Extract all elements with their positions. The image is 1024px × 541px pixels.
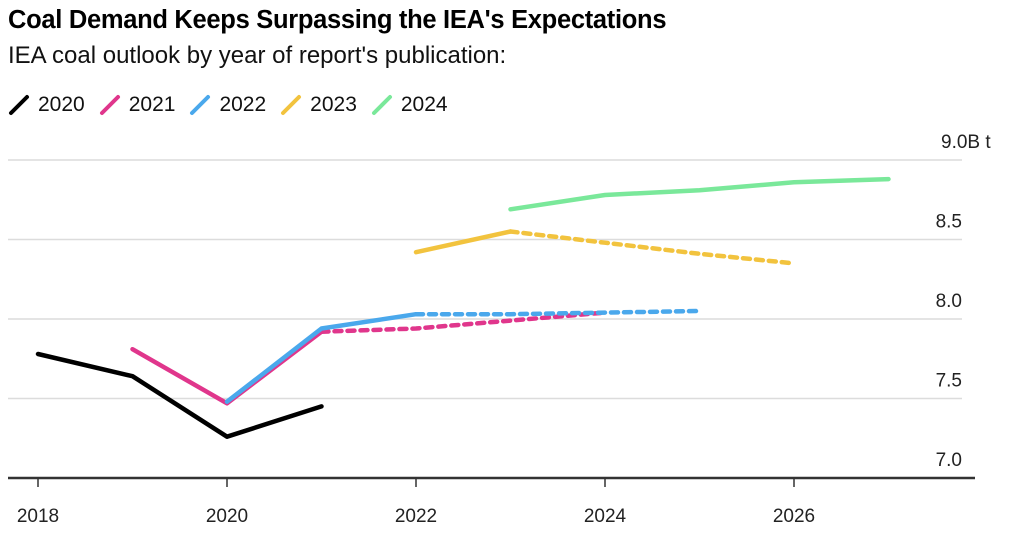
- legend-item-2024: 2024: [371, 93, 448, 117]
- x-tick-label: 2020: [206, 506, 248, 527]
- legend-swatch-2021: [99, 95, 120, 115]
- legend-swatch-2024: [371, 95, 392, 115]
- legend-label-2024: 2024: [400, 93, 448, 116]
- legend-label-2020: 2020: [38, 93, 85, 116]
- legend-label-2021: 2021: [128, 93, 176, 116]
- legend-label-2022: 2022: [219, 93, 267, 116]
- x-tick-label: 2022: [395, 506, 437, 527]
- legend-item-2021: 2021: [99, 93, 176, 117]
- series-2023-forecast-line: [508, 229, 797, 266]
- x-tick-label: 2026: [773, 506, 815, 527]
- legend-swatch-2023: [281, 95, 302, 115]
- legend: 2020 2021 2022 2023 2024: [8, 93, 462, 117]
- x-tick-label: 2024: [584, 506, 627, 527]
- series-2020-line: [35, 351, 324, 439]
- series-2022-line: [224, 311, 419, 404]
- legend-swatch-2022: [190, 95, 211, 115]
- legend-item-2020: 2020: [8, 93, 85, 117]
- legend-label-2023: 2023: [310, 93, 357, 116]
- chart-title: Coal Demand Keeps Surpassing the IEA's E…: [8, 6, 667, 34]
- legend-item-2023: 2023: [280, 93, 357, 117]
- chart-subtitle: IEA coal outlook by year of report's pub…: [8, 42, 507, 69]
- y-tick-label: 9.0B t: [941, 132, 991, 153]
- series-2024-line: [508, 176, 891, 212]
- series-2022-forecast-line: [413, 308, 702, 317]
- legend-swatch-2020: [9, 95, 29, 115]
- y-tick-label: 8.0: [936, 291, 962, 312]
- series-2023-line: [413, 229, 513, 255]
- y-tick-label: 8.5: [936, 212, 962, 233]
- y-tick-label: 7.5: [936, 371, 962, 392]
- x-tick-label: 2018: [17, 506, 59, 527]
- legend-item-2022: 2022: [189, 93, 266, 117]
- series-2021-forecast-line: [319, 310, 608, 334]
- y-tick-label: 7.0: [936, 450, 962, 471]
